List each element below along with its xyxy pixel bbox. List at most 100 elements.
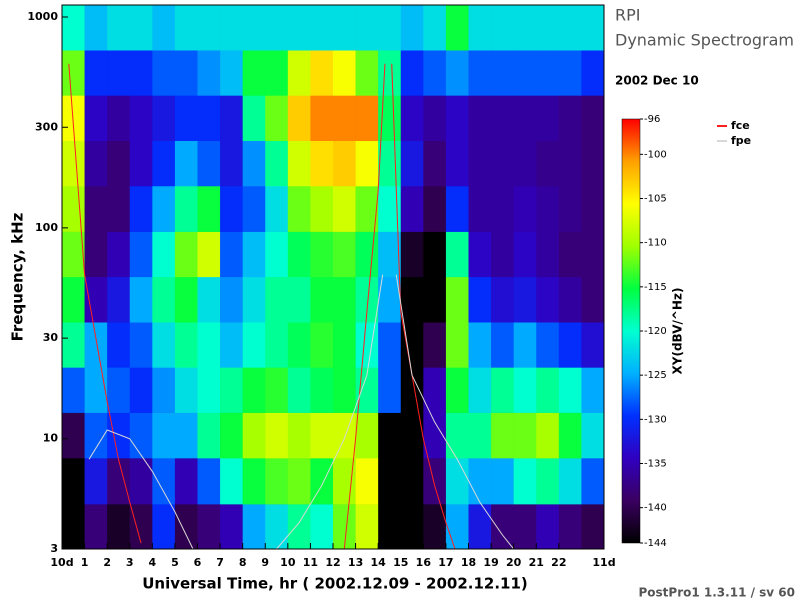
y-tick-label: 10 — [43, 432, 59, 445]
colorbar-label: XY(dBV/^Hz) — [671, 288, 685, 375]
spectrogram-cell — [445, 367, 469, 413]
spectrogram-cell — [491, 367, 514, 413]
spectrogram-cell — [536, 504, 560, 550]
colorbar-tick-label: -110 — [644, 238, 667, 249]
spectrogram-cell — [536, 231, 560, 278]
spectrogram-cell — [152, 231, 176, 278]
spectrogram-cell — [265, 367, 289, 413]
x-tick-label: 13 — [348, 556, 363, 569]
spectrogram-cell — [558, 5, 582, 51]
spectrogram-cell — [62, 276, 85, 323]
spectrogram-cell — [107, 322, 131, 368]
spectrogram-cell — [581, 50, 605, 96]
colorbar-tick-label: -130 — [644, 414, 667, 425]
spectrogram-cell — [468, 50, 492, 96]
spectrogram-cell — [400, 322, 424, 368]
y-tick-label: 1000 — [27, 10, 58, 23]
spectrogram-cell — [378, 412, 402, 459]
spectrogram-cell — [423, 140, 447, 187]
spectrogram-cell — [197, 50, 221, 96]
x-tick-label: 8 — [239, 556, 247, 569]
spectrogram-cell — [378, 95, 402, 142]
spectrogram-cell — [265, 231, 289, 278]
spectrogram-cell — [468, 367, 492, 413]
spectrogram-cell — [197, 140, 221, 187]
spectrogram-cell — [107, 504, 131, 550]
spectrogram-cell — [581, 5, 605, 51]
spectrogram-cell — [174, 185, 198, 232]
spectrogram-cell — [581, 458, 605, 505]
spectrogram-cell — [174, 140, 198, 187]
spectrogram-cell — [107, 185, 131, 232]
spectrogram-cell — [129, 140, 153, 187]
spectrogram-cell — [129, 185, 153, 232]
x-tick-label: 5 — [171, 556, 179, 569]
colorbar-tick-label: -140 — [644, 503, 667, 514]
spectrogram-cell — [558, 504, 582, 550]
colorbar-tick-label: -144 — [644, 538, 667, 549]
spectrogram-cell — [220, 140, 243, 187]
spectrogram-cell — [242, 5, 266, 51]
spectrogram-cell — [468, 231, 492, 278]
x-tick-label: 19 — [483, 556, 498, 569]
spectrogram-cell — [174, 231, 198, 278]
spectrogram-cell — [129, 504, 153, 550]
spectrogram-cell — [220, 412, 243, 459]
spectrogram-cell — [536, 95, 560, 142]
spectrogram-cell — [174, 322, 198, 368]
spectrogram-cell — [310, 231, 334, 278]
spectrogram-cell — [84, 231, 108, 278]
spectrogram-cell — [107, 50, 131, 96]
legend-label: fce — [731, 119, 750, 132]
spectrogram-cell — [581, 276, 605, 323]
x-tick-label: 4 — [149, 556, 157, 569]
spectrogram-cell — [152, 140, 176, 187]
spectrogram-cell — [220, 504, 243, 550]
spectrogram-cell — [152, 276, 176, 323]
spectrogram-cell — [445, 458, 469, 505]
spectrogram-cell — [558, 322, 582, 368]
spectrogram-cell — [287, 50, 311, 96]
spectrogram-cell — [400, 50, 424, 96]
spectrogram-cell — [491, 185, 514, 232]
spectrogram-cell — [445, 50, 469, 96]
spectrogram-cell — [310, 412, 334, 459]
x-tick-label: 20 — [506, 556, 522, 569]
spectrogram-cell — [107, 95, 131, 142]
spectrogram-cell — [242, 95, 266, 142]
y-tick-label: 300 — [35, 120, 58, 133]
spectrogram-cell — [513, 276, 537, 323]
spectrogram-cell — [558, 185, 582, 232]
spectrogram-cell — [513, 185, 537, 232]
spectrogram-cell — [355, 5, 379, 51]
spectrogram-cell — [265, 322, 289, 368]
spectrogram-cell — [468, 322, 492, 368]
spectrogram-cell — [536, 50, 560, 96]
spectrogram-cell — [333, 412, 356, 459]
spectrogram-cell — [197, 322, 221, 368]
spectrogram-cell — [378, 140, 402, 187]
spectrogram-cell — [355, 458, 379, 505]
x-tick-label: 17 — [438, 556, 453, 569]
spectrogram-cell — [468, 458, 492, 505]
spectrogram-cell — [558, 367, 582, 413]
x-tick-label: 6 — [194, 556, 202, 569]
footer: PostPro1 1.3.11 / sv 60 — [639, 586, 796, 600]
spectrogram-cell — [333, 140, 356, 187]
spectrogram-cell — [84, 140, 108, 187]
spectrogram-cell — [197, 276, 221, 323]
spectrogram-cell — [174, 50, 198, 96]
spectrogram-cell — [400, 185, 424, 232]
x-tick-label: 2 — [103, 556, 111, 569]
spectrogram-cell — [491, 140, 514, 187]
y-tick-label: 30 — [43, 331, 59, 344]
spectrogram-cell — [62, 504, 85, 550]
date: 2002 Dec 10 — [615, 74, 699, 88]
spectrogram-cell — [129, 50, 153, 96]
spectrogram-cell — [445, 95, 469, 142]
spectrogram-cell — [197, 412, 221, 459]
spectrogram-cell — [355, 140, 379, 187]
spectrogram-cell — [242, 50, 266, 96]
spectrogram-cell — [378, 276, 402, 323]
spectrogram-cell — [265, 185, 289, 232]
